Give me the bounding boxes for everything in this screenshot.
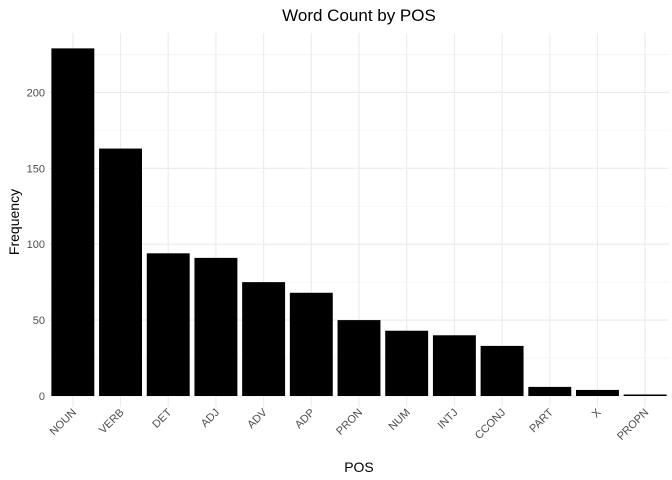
bar-num — [385, 330, 429, 396]
x-tick-label: ADP — [293, 407, 317, 431]
x-tick-label: PART — [527, 406, 556, 435]
bar-adj — [194, 257, 238, 396]
bar-det — [146, 253, 190, 396]
x-tick-label: CCONJ — [473, 407, 508, 442]
bar-cconj — [480, 345, 524, 396]
x-tick-label: ADJ — [199, 407, 222, 430]
x-tick-label: ADV — [245, 406, 270, 431]
bar-verb — [99, 148, 142, 396]
x-tick-label: X — [590, 406, 604, 420]
bar-x — [576, 389, 619, 396]
x-axis-ticks: NOUN VERB DET ADJ ADV ADP PRON NUM INTJ CCONJ PART… — [48, 406, 652, 443]
x-tick-label: INTJ — [436, 407, 461, 432]
y-tick-label: 200 — [27, 87, 45, 99]
bars — [51, 48, 667, 397]
bar-part — [528, 386, 572, 396]
x-tick-label: NOUN — [48, 407, 79, 438]
bar-adv — [242, 282, 286, 396]
x-tick-label: PROPN — [615, 407, 651, 443]
y-tick-label: 0 — [39, 391, 45, 403]
y-tick-label: 100 — [27, 239, 45, 251]
x-tick-label: PRON — [334, 407, 365, 438]
y-axis-ticks: 0 50 100 150 200 — [27, 87, 45, 403]
bar-noun — [51, 48, 95, 397]
x-tick-label: VERB — [97, 407, 127, 437]
bar-propn — [623, 394, 667, 396]
bar-pron — [337, 320, 381, 396]
bar-adp — [289, 292, 333, 396]
x-tick-label: DET — [150, 406, 174, 430]
chart-title: Word Count by POS — [282, 6, 436, 25]
y-axis-title: Frequency — [6, 189, 22, 255]
y-tick-label: 150 — [27, 163, 45, 175]
x-tick-label: NUM — [387, 407, 413, 433]
y-tick-label: 50 — [33, 315, 45, 327]
bar-intj — [432, 335, 476, 396]
x-axis-title: POS — [344, 459, 374, 475]
